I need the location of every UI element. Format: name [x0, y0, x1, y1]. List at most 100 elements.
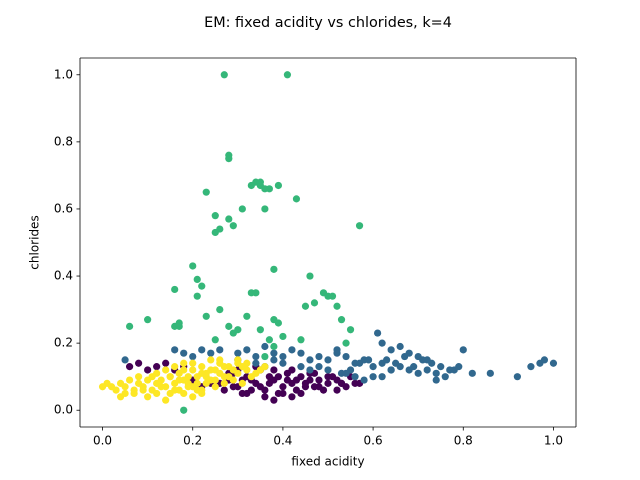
- data-point: [297, 336, 305, 344]
- data-point: [198, 363, 206, 371]
- data-point: [315, 363, 323, 371]
- data-point: [121, 383, 129, 391]
- data-point: [364, 356, 373, 364]
- data-point: [162, 366, 170, 374]
- data-point: [135, 373, 143, 381]
- data-point: [270, 349, 278, 357]
- data-point: [171, 285, 179, 294]
- data-point: [171, 346, 179, 354]
- data-point: [202, 312, 210, 320]
- data-point: [270, 396, 278, 404]
- x-tick-label: 0.6: [364, 434, 383, 448]
- data-point: [238, 205, 246, 213]
- data-point: [455, 363, 463, 371]
- data-point: [193, 275, 201, 283]
- data-point: [229, 329, 237, 337]
- data-point: [324, 373, 332, 381]
- data-point: [126, 322, 134, 330]
- data-point: [301, 379, 310, 387]
- data-point: [256, 383, 264, 391]
- x-tick-label: 1.0: [544, 434, 563, 448]
- data-point: [198, 389, 206, 398]
- data-point: [437, 363, 445, 371]
- data-point: [432, 376, 440, 384]
- data-point: [157, 383, 165, 391]
- chart-title: EM: fixed acidity vs chlorides, k=4: [204, 15, 452, 31]
- data-point: [324, 356, 332, 364]
- data-point: [175, 376, 183, 384]
- data-point: [423, 366, 431, 374]
- x-axis-label: fixed acidity: [291, 455, 364, 469]
- data-point: [274, 319, 282, 327]
- data-point: [256, 178, 264, 186]
- data-point: [234, 349, 242, 357]
- data-point: [549, 359, 558, 367]
- data-point: [216, 356, 224, 364]
- data-point: [355, 222, 364, 230]
- data-point: [279, 332, 287, 341]
- data-point: [202, 379, 210, 387]
- data-point: [144, 393, 152, 401]
- data-point: [328, 292, 337, 300]
- data-point: [180, 389, 188, 398]
- data-point: [175, 322, 183, 330]
- data-point: [184, 373, 192, 381]
- data-point: [207, 349, 215, 357]
- data-point: [337, 316, 346, 324]
- data-point: [527, 363, 535, 371]
- data-point: [225, 322, 233, 330]
- data-point: [292, 195, 301, 203]
- data-point: [243, 359, 251, 367]
- data-point: [189, 262, 197, 270]
- data-point: [261, 363, 269, 371]
- data-point: [225, 155, 233, 163]
- data-point: [243, 346, 251, 354]
- data-point: [288, 346, 296, 354]
- data-point: [220, 379, 228, 387]
- data-point: [229, 383, 237, 391]
- data-point: [229, 376, 237, 384]
- data-point: [387, 346, 395, 354]
- data-point: [423, 356, 431, 364]
- data-point: [383, 356, 391, 364]
- data-point: [414, 369, 422, 377]
- y-axis-label: chlorides: [28, 215, 42, 269]
- data-point: [283, 71, 292, 79]
- data-point: [378, 373, 386, 381]
- data-point: [306, 366, 314, 374]
- data-point: [342, 352, 350, 361]
- axes-spines: [79, 57, 577, 428]
- data-point: [441, 373, 449, 381]
- data-point: [342, 369, 350, 377]
- data-point: [252, 352, 260, 361]
- data-point: [243, 312, 251, 320]
- data-point: [270, 265, 278, 273]
- data-point: [468, 369, 476, 377]
- data-point: [392, 359, 400, 367]
- data-point: [144, 316, 152, 324]
- data-point: [135, 359, 143, 367]
- data-point: [355, 359, 364, 367]
- data-point: [279, 359, 287, 367]
- y-axis-ticks: 0.0 0.2 0.4 0.6 0.8 1.0: [54, 67, 80, 417]
- data-point: [401, 352, 409, 361]
- data-point: [315, 352, 323, 361]
- data-point: [193, 373, 201, 381]
- data-point: [265, 379, 273, 387]
- data-point: [225, 363, 233, 371]
- data-point: [410, 363, 418, 371]
- data-point: [292, 376, 301, 384]
- data-point: [252, 289, 260, 297]
- data-point: [387, 366, 395, 374]
- y-tick-label: 0.6: [54, 201, 73, 215]
- data-point: [310, 299, 319, 307]
- data-point: [261, 185, 269, 193]
- data-point: [202, 188, 210, 196]
- data-point: [130, 389, 138, 398]
- y-tick-label: 0.4: [54, 269, 73, 283]
- data-point: [459, 346, 467, 354]
- data-point: [220, 373, 228, 381]
- data-point: [126, 363, 134, 371]
- data-point: [247, 386, 255, 394]
